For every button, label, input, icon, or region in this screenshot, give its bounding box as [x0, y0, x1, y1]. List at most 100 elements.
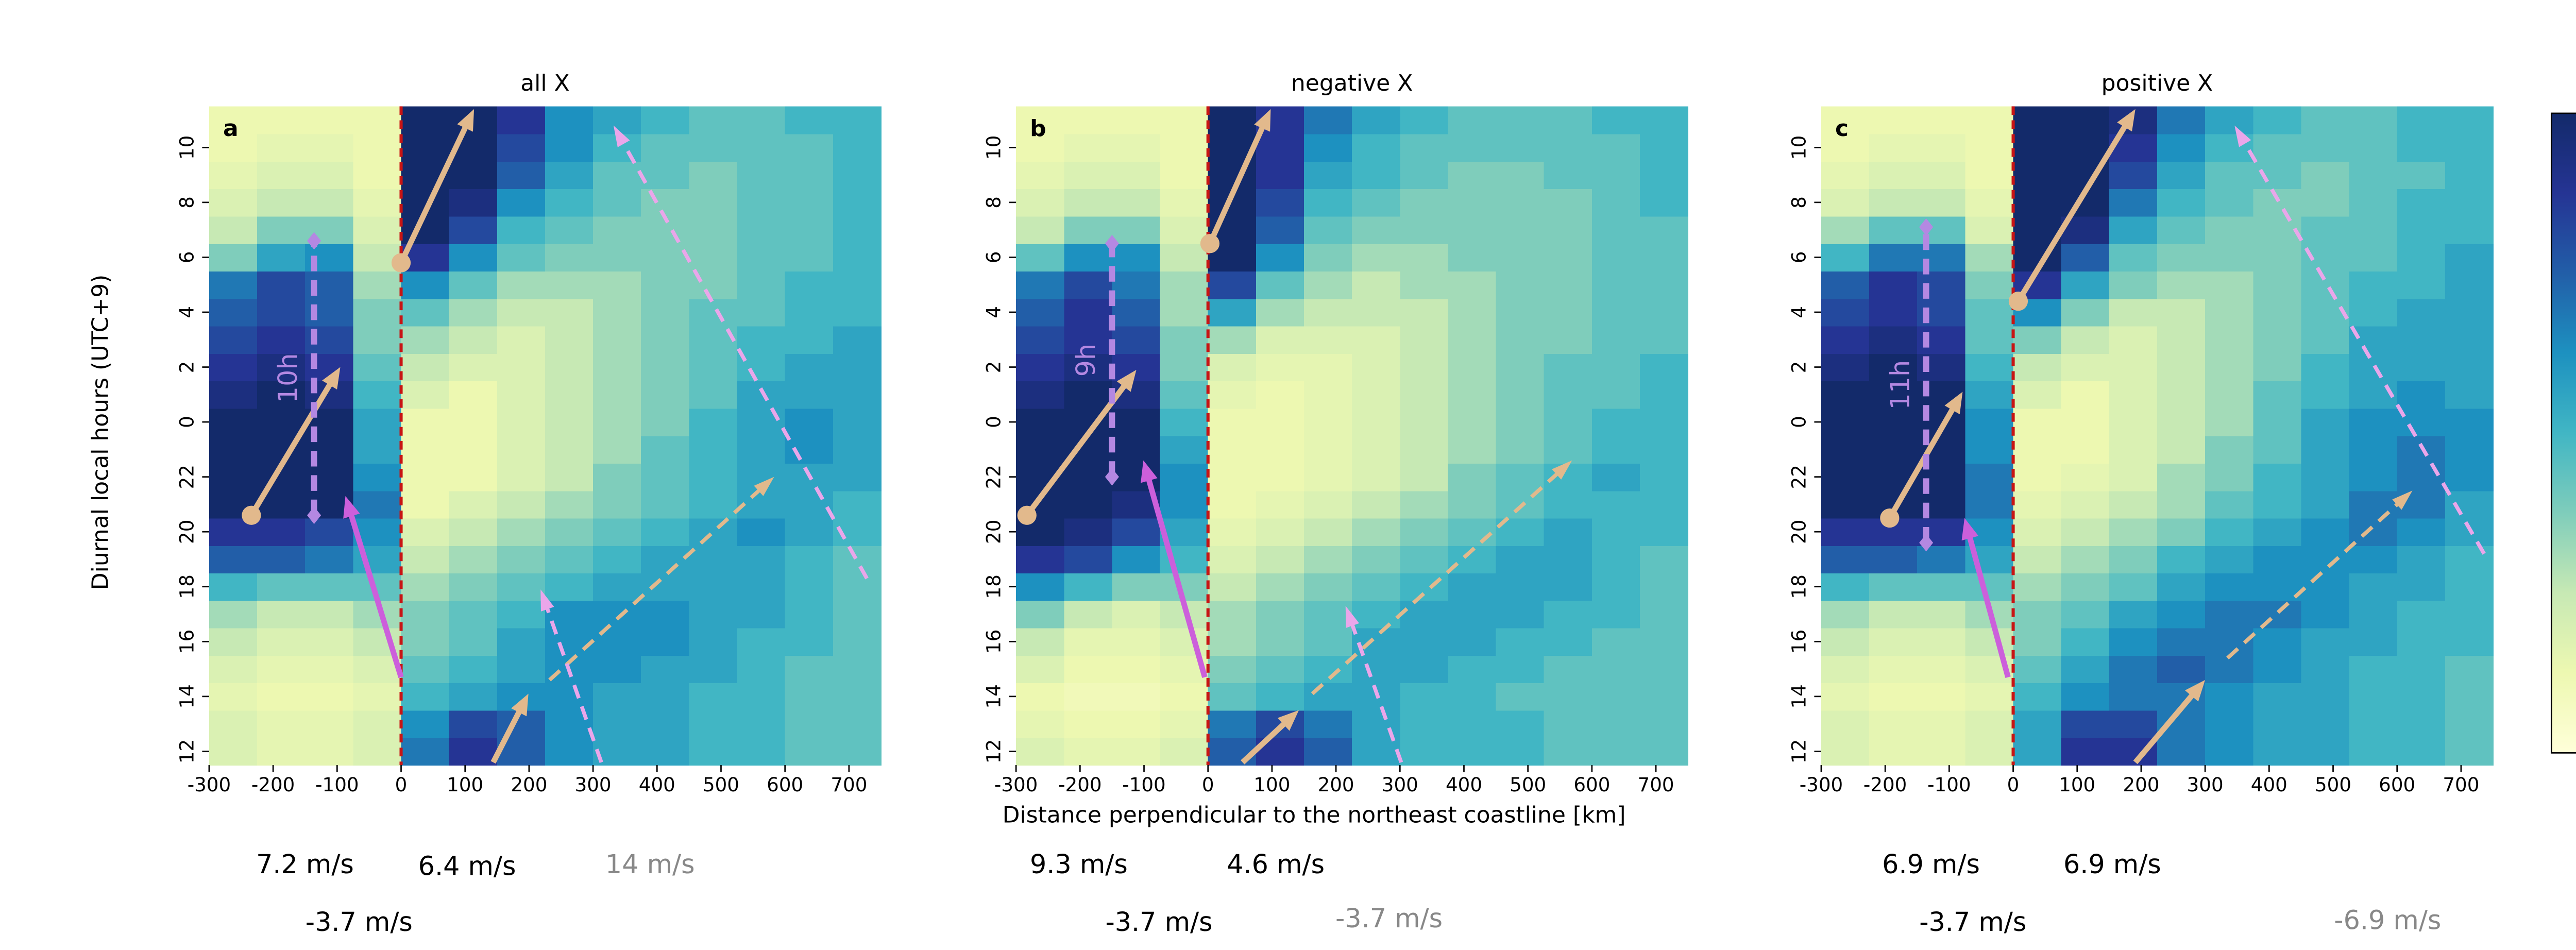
heatmap-cell: [2013, 326, 2062, 354]
heatmap-cell: [737, 683, 786, 711]
heatmap-cell: [641, 710, 690, 738]
heatmap-cell: [2205, 655, 2254, 684]
heatmap-cell: [785, 710, 834, 738]
heatmap-cell: [545, 189, 594, 217]
heatmap-cell: [737, 545, 786, 574]
arrow: [1311, 470, 1561, 695]
heatmap-cell: [2445, 435, 2494, 464]
heatmap-cell: [785, 490, 834, 519]
heatmap-cell: [1591, 298, 1641, 327]
heatmap-cell: [2253, 737, 2302, 766]
heatmap-cell: [1965, 573, 2014, 601]
heatmap-cell: [2301, 353, 2350, 382]
heatmap-cell: [545, 161, 594, 190]
heatmap-cell: [209, 216, 258, 244]
arrow-end-diamond: [1105, 234, 1119, 252]
heatmap-cell: [1160, 627, 1209, 656]
heatmap-cell: [1112, 106, 1161, 134]
heatmap-cell: [737, 710, 786, 738]
heatmap-cell: [1821, 353, 1870, 382]
heatmap-cell: [1965, 298, 2014, 327]
heatmap-cell: [689, 189, 738, 217]
heatmap-cell: [1591, 627, 1641, 656]
heatmap-cell: [1821, 490, 1870, 519]
arrow-end-diamond: [1919, 218, 1934, 236]
heatmap-cell: [1640, 381, 1689, 409]
heatmap-cell: [689, 216, 738, 244]
y-tick-label: 2: [1788, 361, 1810, 374]
heatmap-cell: [1591, 737, 1641, 766]
heatmap-cell: [1965, 463, 2014, 491]
heatmap-cell: [1064, 655, 1113, 684]
heatmap-cell: [497, 243, 546, 272]
heatmap-cell: [593, 545, 642, 574]
heatmap-cell: [2349, 600, 2398, 629]
heatmap-cell: [401, 435, 450, 464]
heatmap-cell: [353, 737, 402, 766]
heatmap-cell: [737, 408, 786, 436]
heatmap-cell: [2205, 600, 2254, 629]
x-tick-label: -200: [251, 773, 295, 796]
heatmap-cell: [689, 243, 738, 272]
arrow-head: [1944, 392, 1963, 415]
arrow-end-diamond: [307, 506, 321, 524]
heatmap-cell: [449, 683, 498, 711]
heatmap-cell: [1544, 435, 1592, 464]
heatmap-cell: [545, 408, 594, 436]
arrow-head: [613, 125, 630, 147]
arrow: [2241, 139, 2486, 555]
heatmap-cell: [2061, 710, 2110, 738]
heatmap-cell: [2349, 710, 2398, 738]
heatmap-cell: [833, 600, 882, 629]
heatmap-cell: [785, 161, 834, 190]
heatmap-cell: [689, 518, 738, 546]
heatmap-cell: [737, 243, 786, 272]
heatmap-cell: [1304, 353, 1353, 382]
heatmap-cell: [785, 518, 834, 546]
heatmap-cell: [1448, 737, 1497, 766]
heatmap-cell: [2445, 627, 2494, 656]
x-tick-label: 500: [1510, 773, 1546, 796]
heatmap-cell: [1016, 326, 1065, 354]
heatmap-cell: [2301, 133, 2350, 162]
heatmap-cell: [1256, 518, 1305, 546]
heatmap-cell: [305, 683, 354, 711]
arrow-head: [1961, 518, 1979, 541]
heatmap-cell: [497, 216, 546, 244]
heatmap-cell: [1208, 518, 1257, 546]
heatmap-cell: [2445, 326, 2494, 354]
heatmap-cell: [1965, 216, 2014, 244]
heatmap-cell: [401, 463, 450, 491]
heatmap-cell: [2301, 326, 2350, 354]
heatmap-cell: [1400, 490, 1449, 519]
heatmap-cell: [1160, 737, 1209, 766]
heatmap-cell: [785, 627, 834, 656]
heatmap-cell: [1016, 243, 1065, 272]
heatmap-cell: [1591, 353, 1641, 382]
heatmap-cell: [209, 737, 258, 766]
heatmap-cell: [305, 627, 354, 656]
heatmap-cell: [2109, 463, 2158, 491]
heatmap-cell: [2013, 683, 2062, 711]
heatmap-cell: [305, 710, 354, 738]
heatmap-cell: [1917, 655, 1966, 684]
heatmap-cell: [2061, 106, 2110, 134]
heatmap-cell: [833, 271, 882, 299]
heatmap-cell: [497, 627, 546, 656]
heatmap-cell: [1965, 243, 2014, 272]
heatmap-cell: [1869, 133, 1918, 162]
heatmap-cell: [1640, 490, 1689, 519]
heatmap-cell: [1544, 133, 1592, 162]
y-tick-label: 0: [982, 416, 1005, 428]
heatmap-cell: [2157, 545, 2206, 574]
heatmap-cell: [1400, 710, 1449, 738]
heatmap-cell: [545, 271, 594, 299]
x-tick-label: 0: [395, 773, 408, 796]
heatmap-cell: [1821, 271, 1870, 299]
heatmap-cell: [2301, 106, 2350, 134]
heatmap-cell: [1917, 545, 1966, 574]
heatmap-cell: [641, 573, 690, 601]
y-tick-label: 16: [982, 630, 1005, 654]
y-tick-label: 20: [175, 520, 198, 544]
heatmap-cell: [641, 545, 690, 574]
